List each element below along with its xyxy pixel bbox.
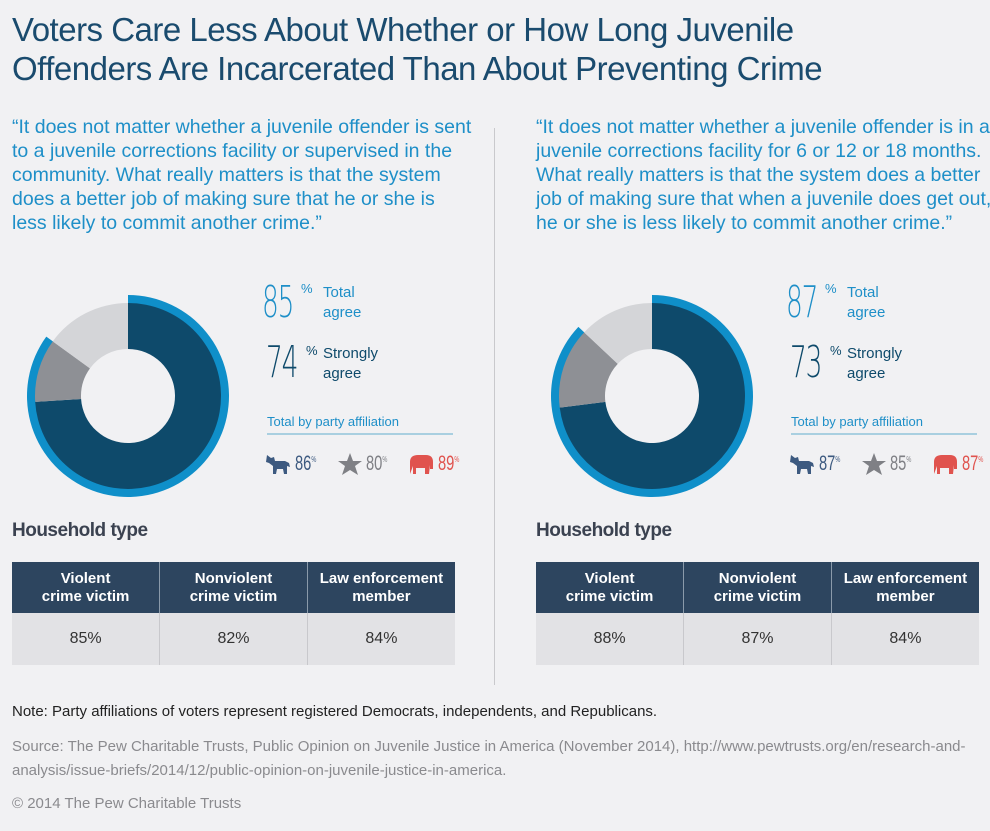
- value: 87: [819, 452, 836, 475]
- total-agree-value: 87: [786, 277, 818, 328]
- party-democrat: 86%: [265, 452, 325, 476]
- page-title: Voters Care Less About Whether or How Lo…: [12, 10, 823, 88]
- note: Note: Party affiliations of voters repre…: [12, 703, 658, 720]
- total-agree-label: Total agree: [847, 283, 885, 323]
- quote: “It does not matter whether a juvenile o…: [12, 116, 472, 234]
- table-header-row: Violent crime victim Nonviolent crime vict…: [536, 562, 979, 613]
- table-cell: 85%: [12, 613, 161, 665]
- column-header: Nonviolent crime victim: [683, 562, 832, 613]
- strongly-agree-label: Strongly agree: [847, 344, 902, 384]
- value: 87: [962, 452, 979, 475]
- percent-sign: %: [306, 343, 318, 358]
- column-header: Nonviolent crime victim: [159, 562, 308, 613]
- party-value: 87%: [819, 452, 840, 476]
- slice-strongly-agree: [35, 303, 221, 489]
- label-line: agree: [323, 304, 362, 321]
- title-line-2: Offenders Are Incarcerated Than About Pr…: [12, 50, 823, 87]
- column-header: Law enforcement member: [831, 562, 979, 613]
- household-heading: Household type: [12, 520, 148, 541]
- party-democrat: 87%: [789, 452, 849, 476]
- table-header-row: Violent crime victim Nonviolent crime vict…: [12, 562, 455, 613]
- table-cell: 84%: [307, 613, 455, 665]
- percent-sign: %: [311, 455, 317, 464]
- percent-sign: %: [825, 281, 837, 296]
- table-cell: 82%: [159, 613, 308, 665]
- label-line: Strongly: [847, 345, 903, 362]
- elephant-icon: [934, 455, 957, 474]
- label-line: agree: [323, 365, 362, 382]
- table-cell: 87%: [683, 613, 832, 665]
- table-row: 85% 82% 84%: [12, 613, 455, 665]
- party-republican: 87%: [932, 452, 990, 476]
- party-value: 85%: [890, 452, 911, 476]
- party-independent: 80%: [338, 452, 396, 476]
- party-independent: 85%: [862, 452, 920, 476]
- table-cell: 84%: [831, 613, 979, 665]
- percent-sign: %: [382, 455, 388, 464]
- percent-sign: %: [906, 455, 912, 464]
- donut-chart: [26, 295, 229, 497]
- column-header: Violent crime victim: [12, 562, 161, 613]
- strongly-agree-label: Strongly agree: [323, 344, 378, 384]
- divider: [494, 128, 495, 685]
- percent-sign: %: [830, 343, 842, 358]
- value: 89: [438, 452, 455, 475]
- party-republican: 89%: [408, 452, 468, 476]
- household-heading: Household type: [536, 520, 672, 541]
- party-value: 89%: [438, 452, 459, 476]
- donkey-icon: [790, 455, 814, 474]
- slice-other: [52, 303, 128, 369]
- slice-somewhat-agree: [35, 341, 90, 402]
- slice-somewhat-agree: [559, 332, 618, 408]
- party-heading: Total by party affiliation: [791, 414, 977, 435]
- title-line-1: Voters Care Less About Whether or How Lo…: [12, 11, 794, 48]
- donkey-icon: [266, 455, 290, 474]
- elephant-icon: [410, 455, 433, 474]
- strongly-agree-value: 73: [790, 337, 822, 388]
- label-line: Strongly: [323, 345, 379, 362]
- party-value: 86%: [295, 452, 316, 476]
- strongly-agree-value: 74: [266, 337, 298, 388]
- party-value: 87%: [962, 452, 983, 476]
- percent-sign: %: [301, 281, 313, 296]
- total-agree-label: Total agree: [323, 283, 361, 323]
- column-header: Violent crime victim: [536, 562, 685, 613]
- percent-sign: %: [454, 455, 460, 464]
- survey-panel: “It does not matter whether a juvenile o…: [536, 115, 990, 675]
- table-row: 88% 87% 84%: [536, 613, 979, 665]
- slice-strongly-agree: [559, 303, 745, 489]
- household-table: Violent crime victim Nonviolent crime vict…: [12, 562, 455, 665]
- party-value: 80%: [366, 452, 387, 476]
- label-line: agree: [847, 365, 886, 382]
- copyright: © 2014 The Pew Charitable Trusts: [12, 795, 242, 812]
- table-cell: 88%: [536, 613, 685, 665]
- star-icon: [862, 453, 886, 475]
- total-agree-value: 85: [262, 277, 294, 328]
- value: 86: [295, 452, 312, 475]
- value: 85: [890, 452, 907, 475]
- party-heading: Total by party affiliation: [267, 414, 453, 435]
- quote: “It does not matter whether a juvenile o…: [536, 116, 990, 234]
- source: Source: The Pew Charitable Trusts, Publi…: [12, 738, 966, 779]
- label-line: Total: [323, 284, 355, 301]
- value: 80: [366, 452, 383, 475]
- label-line: Total: [847, 284, 879, 301]
- donut-chart: [551, 295, 753, 497]
- column-header: Law enforcement member: [307, 562, 455, 613]
- survey-panel: “It does not matter whether a juvenile o…: [12, 115, 472, 675]
- star-icon: [338, 453, 362, 475]
- household-table: Violent crime victim Nonviolent crime vict…: [536, 562, 979, 665]
- percent-sign: %: [978, 455, 984, 464]
- slice-other: [584, 303, 652, 364]
- percent-sign: %: [835, 455, 841, 464]
- label-line: agree: [847, 304, 886, 321]
